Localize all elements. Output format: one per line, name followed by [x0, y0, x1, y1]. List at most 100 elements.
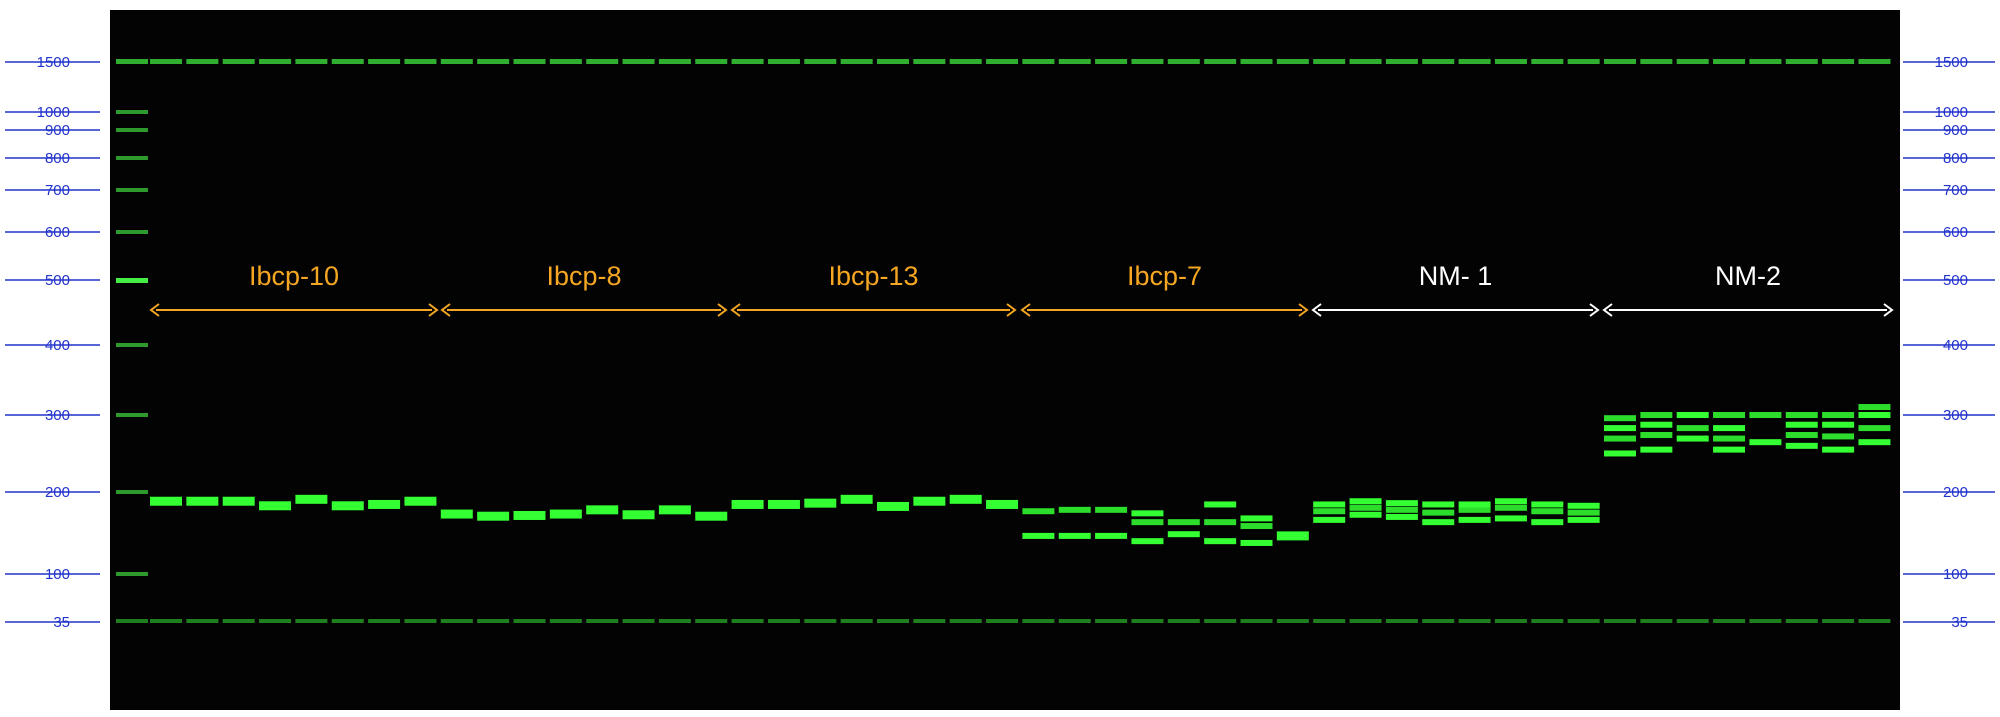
arrow-head-left [730, 303, 741, 317]
sample-band [1713, 435, 1746, 442]
sample-band [1822, 421, 1855, 428]
sample-band [1858, 439, 1891, 446]
upper-marker-band [1167, 59, 1200, 64]
lower-marker-band [658, 619, 691, 623]
sample-band [1785, 412, 1818, 418]
upper-marker-band [1349, 59, 1382, 64]
lower-marker-band [949, 619, 982, 623]
upper-marker-band [1458, 59, 1491, 64]
sample-band [150, 496, 182, 506]
lower-marker-band [622, 619, 655, 623]
sample-band [695, 511, 728, 521]
sample-band [1422, 519, 1455, 526]
lower-marker-band [1567, 619, 1600, 623]
lower-marker-band [150, 619, 182, 623]
sample-band [767, 499, 800, 509]
ladder-label-left: 1000 [37, 104, 70, 121]
lower-marker-band [804, 619, 837, 623]
ladder-label-right: 500 [1943, 272, 1968, 289]
upper-marker-band [1749, 59, 1782, 64]
sample-band [1131, 510, 1164, 517]
sample-band [1422, 501, 1455, 508]
sample-band [1385, 506, 1418, 513]
lower-marker-band [186, 619, 219, 623]
lower-marker-band [840, 619, 873, 623]
sample-band [1604, 425, 1636, 432]
sample-band [1531, 508, 1564, 515]
upper-marker-band [404, 59, 437, 64]
sample-band [731, 499, 764, 509]
ladder-label-right: 100 [1943, 566, 1968, 583]
lower-marker-band [586, 619, 619, 623]
sample-band [1713, 412, 1746, 418]
sample-band [1022, 508, 1055, 515]
sample-band [913, 496, 946, 506]
lower-marker-band [331, 619, 364, 623]
sample-band [1531, 519, 1564, 526]
arrow-head-right [1883, 303, 1894, 317]
lower-marker-band [295, 619, 328, 623]
sample-band [1458, 506, 1491, 513]
arrow-head-left [1311, 303, 1322, 317]
sample-band [1640, 412, 1673, 418]
lower-marker-band [1022, 619, 1055, 623]
sample-band [404, 496, 437, 506]
ladder-label-right: 200 [1943, 484, 1968, 501]
lower-marker-band [549, 619, 582, 623]
sample-band [1640, 446, 1673, 453]
arrow-head-right [1298, 303, 1309, 317]
lower-marker-band [1422, 619, 1455, 623]
upper-marker-band [440, 59, 473, 64]
ladder-label-right: 600 [1943, 224, 1968, 241]
lower-marker-band [731, 619, 764, 623]
arrow-head-left [1602, 303, 1613, 317]
arrow-head-left [1020, 303, 1031, 317]
ladder-label-left: 35 [53, 614, 70, 631]
group-label: Ibcp-13 [828, 261, 918, 291]
upper-marker-band [1313, 59, 1346, 64]
upper-marker-band [222, 59, 255, 64]
sample-band [368, 499, 401, 509]
sample-band [1058, 532, 1091, 539]
sample-band [1567, 502, 1600, 509]
upper-marker-band [477, 59, 510, 64]
sample-band [1240, 539, 1273, 546]
lower-marker-band [1494, 619, 1527, 623]
sample-band [1458, 516, 1491, 523]
upper-marker-band [186, 59, 219, 64]
sample-band [1604, 435, 1636, 442]
group-label: NM- 1 [1419, 261, 1493, 291]
upper-marker-band [1567, 59, 1600, 64]
group-label: Ibcp-7 [1127, 261, 1202, 291]
sample-band [1567, 509, 1600, 516]
group-label: Ibcp-8 [546, 261, 621, 291]
sample-band [1058, 506, 1091, 513]
sample-band [1822, 412, 1855, 418]
ladder-label-left: 900 [45, 122, 70, 139]
lower-marker-band [1204, 619, 1237, 623]
lower-marker-band [1713, 619, 1746, 623]
lower-marker-band [1458, 619, 1491, 623]
sample-band [840, 494, 873, 504]
ladder-label-right: 400 [1943, 337, 1968, 354]
upper-marker-band [1822, 59, 1855, 64]
upper-marker-band [368, 59, 401, 64]
sample-band [1858, 412, 1891, 418]
ladder-label-right: 800 [1943, 150, 1968, 167]
sample-band [1785, 432, 1818, 439]
lower-marker-band [1676, 619, 1709, 623]
sample-band [622, 510, 655, 520]
sample-band [1458, 501, 1491, 508]
marker-band [116, 343, 148, 347]
sample-band [1349, 504, 1382, 511]
group-label: NM-2 [1715, 261, 1781, 291]
sample-band [222, 496, 255, 506]
arrow-head-left [440, 303, 451, 317]
upper-marker-band [1095, 59, 1128, 64]
lower-marker-band [1095, 619, 1128, 623]
marker-band [116, 572, 148, 576]
group-label: Ibcp-10 [249, 261, 339, 291]
lower-marker-band [695, 619, 728, 623]
